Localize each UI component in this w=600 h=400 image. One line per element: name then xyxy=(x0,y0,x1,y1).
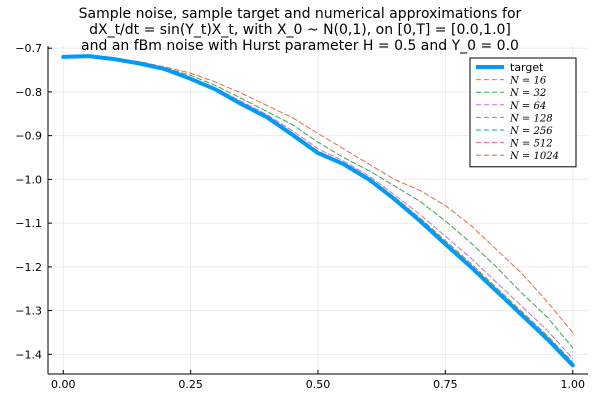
x-tick-label: 0.75 xyxy=(433,378,458,391)
legend-label: N = 16 xyxy=(509,76,547,87)
x-tick-label: 0.25 xyxy=(178,378,203,391)
series-line-target xyxy=(61,54,575,368)
y-tick-label: −0.7 xyxy=(15,42,42,55)
legend-label: N = 64 xyxy=(509,101,546,112)
chart-title-line-3: and an fBm noise with Hurst parameter H … xyxy=(81,38,519,54)
x-tick-label: 0.50 xyxy=(306,378,331,391)
chart-title-line-1: Sample noise, sample target and numerica… xyxy=(78,6,522,22)
y-tick-label: −1.1 xyxy=(15,217,42,230)
legend-label: N = 512 xyxy=(509,139,553,150)
legend-label: N = 1024 xyxy=(509,151,559,162)
series-line-n-64 xyxy=(62,55,574,360)
y-tick-label: −1.4 xyxy=(15,348,42,361)
y-tick-label: −0.8 xyxy=(15,86,42,99)
x-tick-label: 1.00 xyxy=(560,378,585,391)
legend-box xyxy=(469,57,577,168)
legend-label: N = 128 xyxy=(509,113,553,124)
x-tick-label: 0.00 xyxy=(51,378,76,391)
legend-label: N = 32 xyxy=(509,88,546,99)
y-tick-label: −1.3 xyxy=(15,305,42,318)
chart-title-line-2: dX_t/dt = sin(Y_t)X_t, with X_0 ~ N(0,1)… xyxy=(89,22,511,38)
y-tick-label: −1.0 xyxy=(15,173,42,186)
y-tick-label: −1.2 xyxy=(15,261,42,274)
legend-label: target xyxy=(510,61,544,74)
y-tick-label: −0.9 xyxy=(15,130,42,143)
legend-label: N = 256 xyxy=(509,126,553,137)
